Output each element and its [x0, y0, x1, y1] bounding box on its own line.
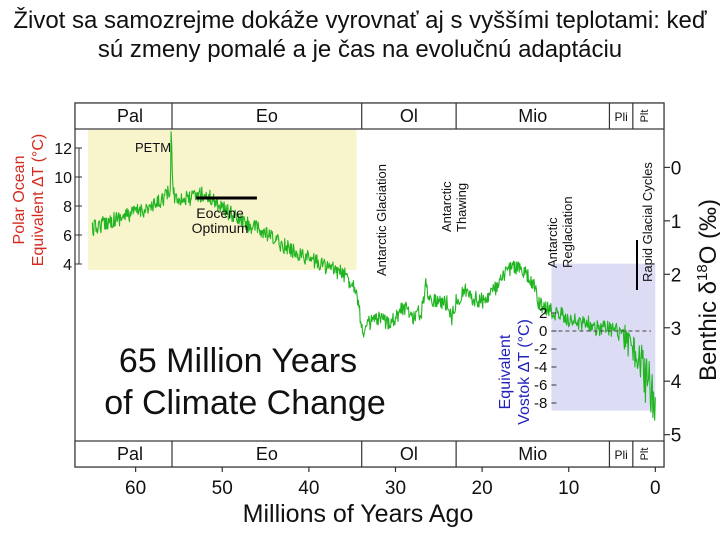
y-label-superscript: 18: [694, 264, 711, 281]
y-right-tick-label: 5: [671, 426, 682, 447]
series-line-benthic: [91, 131, 656, 421]
annotation-eocene-line-2: Optimum: [192, 220, 249, 236]
x-tick-label: 0: [650, 478, 661, 499]
epoch-bars: Pal Eo Ol Mio Pli Plt Pal Eo Ol Mio Pli Plt: [74, 102, 665, 468]
chart-title-line-2: of Climate Change: [104, 384, 386, 422]
epoch-label: Plt: [639, 110, 651, 123]
polar-label-line-2: Equivalent ΔT (°C): [30, 134, 47, 266]
y-right-tick-label: 3: [671, 319, 682, 340]
y-left-tick-label: 12: [54, 141, 72, 158]
background-boxes: [87, 130, 656, 411]
x-tick-label: 40: [298, 478, 319, 499]
vostok-label-line-2: Vostok ΔT (°C): [516, 319, 533, 425]
annotation-antarctic-thawing-line-1: Antarctic: [439, 181, 454, 232]
x-tick-label: 30: [385, 478, 406, 499]
annotation-antarctic-glaciation: Antarctic Glaciation: [374, 164, 389, 276]
y-axis-label-right-text: Benthic δ18O (‰): [694, 199, 720, 381]
epoch-bar-top: [74, 102, 665, 130]
x-tick-label: 60: [125, 478, 146, 499]
annotation-petm: PETM: [135, 140, 171, 155]
x-axis-label: Millions of Years Ago: [243, 500, 474, 528]
y-label-suffix: O (‰): [695, 199, 720, 264]
annotation-eocene-line-1: Eocene: [196, 205, 244, 221]
y-axis-label-right: Benthic δ18O (‰): [694, 199, 720, 381]
y-axis-label-left: Polar Ocean Equivalent ΔT (°C): [11, 134, 47, 266]
epoch-label: Eo: [256, 444, 278, 464]
y-right-tick-label: 2: [671, 265, 682, 286]
annotation-rapid-glacial-cycles: Rapid Glacial Cycles: [640, 162, 655, 282]
epoch-label: Ol: [400, 106, 418, 126]
vostok-box: [551, 263, 656, 411]
slide-title: Život sa samozrejme dokáže vyrovnať aj s…: [13, 7, 707, 63]
epoch-label: Pli: [614, 448, 627, 462]
y-left-tick-label: 8: [63, 199, 72, 216]
y-left-tick-label: 10: [54, 170, 72, 187]
series-layer: [91, 131, 656, 421]
y-label-prefix: Benthic δ: [695, 281, 720, 381]
polar-ocean-box: [87, 130, 357, 270]
epoch-label: Ol: [400, 444, 418, 464]
y-left-tick-label: 6: [63, 228, 72, 245]
epoch-bar-bottom: [74, 440, 665, 468]
epoch-label: Mio: [518, 444, 547, 464]
y-right-tick-label: 4: [671, 372, 682, 393]
polar-label-line-1: Polar Ocean: [11, 156, 28, 245]
vostok-tick-label: -8: [534, 395, 547, 412]
x-tick-label: 50: [212, 478, 233, 499]
vostok-label-line-1: Equivalent: [497, 334, 514, 409]
epoch-label: Pal: [117, 444, 143, 464]
vostok-tick-label: -6: [534, 377, 547, 394]
x-tick-label: 20: [472, 478, 493, 499]
vostok-tick-label: -4: [534, 359, 547, 376]
vostok-tick-label: -2: [534, 341, 547, 358]
y-right-tick-label: 1: [671, 212, 682, 233]
vostok-tick-label: 2: [539, 305, 547, 322]
x-tick-label: 10: [558, 478, 579, 499]
y-axis-label-vostok: Equivalent Vostok ΔT (°C): [497, 319, 533, 425]
epoch-label: Eo: [256, 106, 278, 126]
annotation-antarctic-thawing-line-2: Thawing: [454, 183, 469, 232]
chart-title-line-1: 65 Million Years: [119, 342, 357, 380]
annotation-antarctic-reglaciation-line-2: Reglaciation: [560, 196, 575, 268]
annotation-antarctic-reglaciation-line-1: Antarctic: [545, 217, 560, 268]
epoch-label: Mio: [518, 106, 547, 126]
epoch-label: Pli: [614, 110, 627, 124]
y-left-tick-label: 4: [63, 257, 72, 274]
epoch-label: Plt: [639, 448, 651, 461]
epoch-label: Pal: [117, 106, 143, 126]
y-right-tick-label: 0: [671, 158, 682, 179]
vostok-tick-label: 0: [539, 323, 547, 340]
